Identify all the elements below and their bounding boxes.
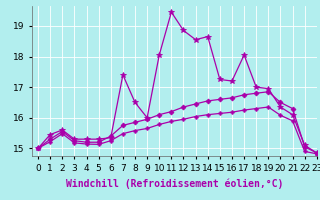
X-axis label: Windchill (Refroidissement éolien,°C): Windchill (Refroidissement éolien,°C) <box>66 178 283 189</box>
